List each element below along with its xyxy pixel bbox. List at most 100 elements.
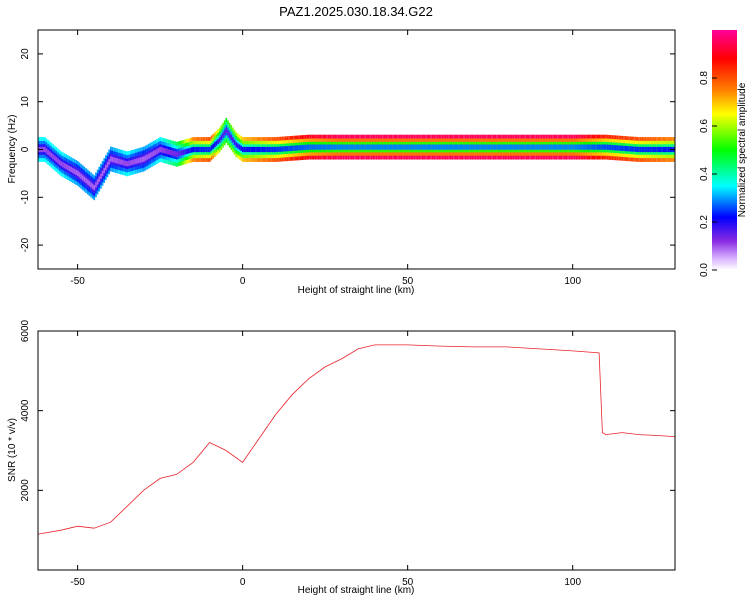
spectrogram-cell — [78, 172, 81, 178]
spectrogram-cell — [136, 158, 139, 164]
spectrogram-cell — [70, 166, 73, 173]
spectrogram-cell — [557, 144, 559, 150]
spectrogram-cell — [45, 148, 48, 154]
snr-xtick-label: 50 — [402, 577, 414, 588]
spectrogram-cell — [379, 144, 381, 150]
spectrogram-cell — [255, 146, 257, 153]
spectrogram-cell — [88, 180, 91, 187]
spectrogram-cell — [265, 146, 267, 153]
spectrogram-cell — [233, 139, 236, 145]
spectrogram-cell — [53, 155, 56, 161]
spectrogram-cell — [204, 146, 206, 153]
spectrogram-cell — [341, 144, 343, 150]
snr-xtick-label: -50 — [70, 577, 85, 588]
spectrogram-cell — [235, 142, 238, 148]
spectrogram-cell — [278, 146, 280, 152]
spectrogram-cell — [284, 146, 287, 152]
spectrogram-cell — [207, 146, 209, 153]
spectrogram-cell — [134, 158, 137, 165]
spectrogram-cell — [171, 150, 173, 156]
spectrogram-cell — [517, 144, 520, 150]
spectrogram-cell — [441, 144, 444, 150]
spectrogram-cell — [190, 147, 193, 153]
spectrogram-cell — [568, 144, 571, 150]
snr-xtick-label: 0 — [240, 577, 246, 588]
spectrogram-cell — [555, 144, 558, 150]
spectrogram-cell — [643, 146, 645, 153]
spectrogram-cell — [659, 146, 662, 153]
spectrogram-xtick-label: 100 — [564, 276, 581, 287]
spectrogram-cell — [317, 144, 320, 150]
spectrogram-cell — [176, 151, 178, 157]
spectrogram-cell — [634, 146, 637, 152]
spectrogram-cell — [50, 152, 53, 158]
spectrogram-cell — [95, 182, 97, 188]
spectrogram-cell — [86, 179, 89, 185]
spectrogram-cell — [329, 144, 332, 150]
spectrogram-cell — [484, 144, 487, 150]
spectrogram-cell — [80, 173, 82, 179]
spectrogram-cell — [656, 146, 658, 153]
spectrogram-cell — [123, 160, 125, 166]
spectrogram-cell — [507, 144, 510, 150]
spectrogram-cell — [288, 145, 290, 152]
spectrogram-cell — [200, 146, 203, 153]
spectrogram-cell — [169, 149, 172, 155]
spectrogram-cell — [100, 173, 102, 179]
spectrogram-cell — [68, 165, 71, 172]
spectrogram-cell — [486, 144, 488, 150]
spectrogram-cell — [321, 144, 323, 150]
spectrogram-cell — [563, 144, 566, 150]
spectrogram-cell — [651, 146, 653, 153]
spectrogram-cell — [312, 144, 315, 150]
spectrogram-cell — [253, 146, 256, 153]
spectrogram-ytick-label: -10 — [20, 190, 31, 205]
spectrogram-cell — [624, 145, 627, 152]
spectrogram-cell — [197, 146, 200, 153]
spectrogram-cell — [105, 165, 107, 171]
spectrogram-cell — [271, 146, 274, 153]
spectrogram-cell — [611, 144, 614, 151]
spectrogram-cell — [449, 144, 452, 150]
spectrogram-cell — [246, 146, 249, 153]
spectrogram-cell — [547, 144, 549, 150]
spectrogram-cell — [133, 159, 135, 165]
spectrogram-cell — [126, 161, 129, 167]
spectrogram-cell — [289, 145, 292, 152]
spectrogram-cell — [494, 144, 497, 150]
spectrogram-cell — [131, 159, 134, 166]
spectrogram-cell — [275, 146, 277, 153]
spectrogram-cell — [598, 144, 601, 150]
spectrogram-cell — [520, 144, 523, 150]
spectrogram-cell — [435, 144, 437, 150]
spectrogram-cell — [339, 144, 341, 150]
spectrogram-cell — [67, 165, 69, 171]
spectrogram-cell — [237, 143, 239, 149]
spectrogram-cell — [420, 144, 422, 150]
spectrogram-cell — [223, 130, 226, 136]
spectrogram-cell — [431, 144, 434, 150]
spectrogram-cell — [644, 146, 647, 153]
spectrogram-cell — [519, 144, 521, 150]
spectrogram-cell — [448, 144, 450, 150]
spectrogram-cell — [228, 132, 231, 138]
spectrogram-cell — [478, 144, 480, 150]
spectrogram-cell — [62, 162, 64, 168]
spectrogram-cell — [344, 144, 346, 150]
spectrogram-cell — [445, 144, 447, 150]
spectrogram-cell — [152, 150, 155, 156]
spectrogram-cell — [577, 144, 579, 150]
colorbar-tick-label: 0.8 — [699, 71, 710, 85]
spectrogram-cell — [113, 157, 115, 163]
spectrogram-cell — [588, 144, 591, 150]
spectrogram-cell — [217, 138, 219, 145]
spectrogram-cell — [222, 132, 224, 138]
spectrogram-cell — [96, 179, 99, 185]
spectrogram-cell — [298, 145, 300, 151]
spectrogram-cell — [575, 144, 577, 150]
spectrogram-cell — [143, 156, 145, 162]
spectrogram-cell — [412, 144, 414, 150]
spectrogram-cell — [649, 146, 652, 153]
spectrogram-xtick-label: 50 — [402, 276, 414, 287]
spectrogram-cell — [172, 150, 175, 156]
